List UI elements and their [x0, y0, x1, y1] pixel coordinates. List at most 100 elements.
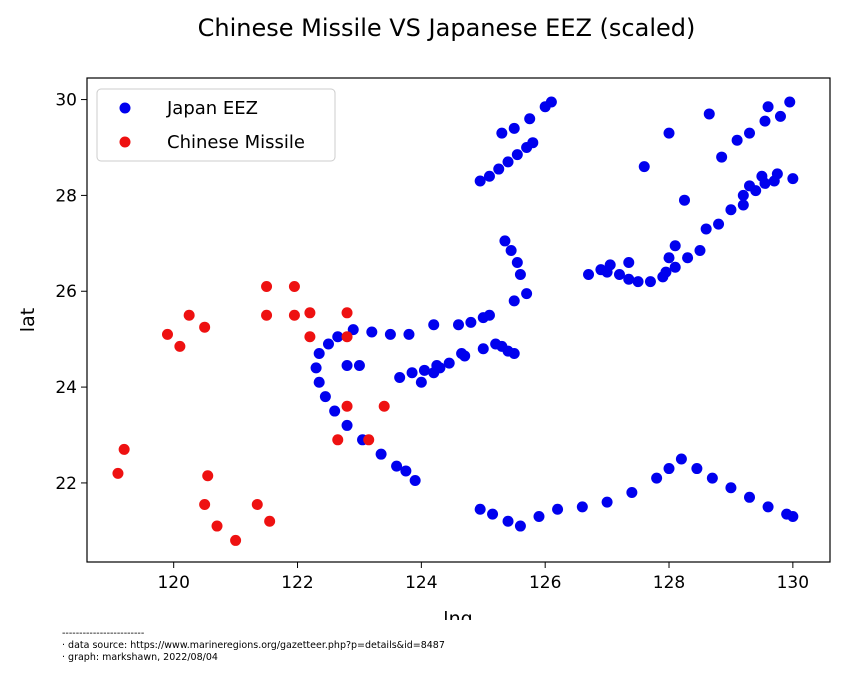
japan-eez-point: [483, 170, 495, 182]
japan-eez-point: [347, 324, 359, 336]
japan-eez-point: [623, 273, 635, 285]
japan-eez-point: [678, 194, 690, 206]
japan-eez-point: [613, 268, 625, 280]
japan-eez-point: [583, 268, 595, 280]
japan-eez-point: [527, 137, 539, 149]
chinese-missile-point: [341, 307, 353, 319]
japan-eez-point: [415, 376, 427, 388]
japan-eez-point: [313, 376, 325, 388]
japan-eez-point: [514, 268, 526, 280]
japan-eez-point: [700, 223, 712, 235]
chinese-missile-point: [251, 498, 263, 510]
chinese-missile-point: [174, 340, 186, 352]
x-tick-label: 120: [157, 573, 189, 593]
japan-eez-point: [787, 173, 799, 185]
japan-eez-point: [459, 350, 471, 362]
footer: ------------------------ · data source: …: [62, 628, 445, 664]
chinese-missile-point: [304, 331, 316, 343]
legend-marker-japan-eez: [119, 102, 131, 114]
japan-eez-point: [474, 175, 486, 187]
footer-source: · data source: https://www.marineregions…: [62, 640, 445, 651]
y-tick-label: 28: [55, 186, 77, 206]
chinese-missile-point: [199, 498, 211, 510]
japan-eez-point: [651, 472, 663, 484]
japan-eez-point: [496, 127, 508, 139]
japan-eez-point: [784, 96, 796, 108]
chinese-missile-point: [261, 280, 273, 292]
japan-eez-point: [524, 113, 536, 125]
japan-eez-point: [669, 240, 681, 252]
japan-eez-point: [545, 96, 557, 108]
japan-eez-point: [663, 463, 675, 475]
chinese-missile-point: [288, 280, 300, 292]
japan-eez-point: [487, 508, 499, 520]
japan-eez-point: [505, 245, 517, 257]
axes-frame: [86, 77, 831, 563]
japan-eez-point: [493, 163, 505, 175]
data-points: [112, 96, 799, 546]
japan-eez-point: [626, 487, 638, 499]
japan-eez-point: [663, 252, 675, 264]
x-axis-label: lng: [443, 608, 472, 620]
chinese-missile-point: [332, 434, 344, 446]
japan-eez-point: [341, 360, 353, 372]
japan-eez-point: [332, 331, 344, 343]
japan-eez-point: [508, 348, 520, 360]
y-axis-label: lat: [17, 308, 39, 332]
japan-eez-point: [737, 199, 749, 211]
japan-eez-point: [375, 448, 387, 460]
japan-eez-point: [313, 348, 325, 360]
chinese-missile-point: [261, 309, 273, 321]
japan-eez-point: [511, 149, 523, 161]
japan-eez-point: [774, 110, 786, 122]
japan-eez-point: [409, 475, 421, 487]
japan-eez-point: [391, 460, 403, 472]
chinese-missile-point: [264, 515, 276, 527]
japan-eez-point: [418, 364, 430, 376]
japan-eez-point: [706, 472, 718, 484]
y-tick-label: 30: [55, 91, 77, 111]
japan-eez-point: [353, 360, 365, 372]
japan-eez-point: [762, 501, 774, 513]
chinese-missile-point: [230, 534, 242, 546]
japan-eez-point: [691, 463, 703, 475]
japan-eez-point: [384, 328, 396, 340]
japan-eez-point: [310, 362, 322, 374]
japan-eez-point: [669, 261, 681, 273]
chinese-missile-point: [363, 434, 375, 446]
japan-eez-point: [477, 343, 489, 355]
japan-eez-point: [737, 189, 749, 201]
japan-eez-point: [675, 453, 687, 465]
scatter-plot: 22 24 26 28 30 120 122 124 126 128 130 lng lat Ja…: [17, 77, 831, 620]
legend-marker-chinese-missile: [119, 136, 131, 148]
japan-eez-point: [406, 367, 418, 379]
legend-box: [96, 88, 336, 162]
japan-eez-point: [663, 127, 675, 139]
footer-rule: ------------------------: [62, 628, 145, 639]
japan-eez-point: [499, 235, 511, 247]
x-tick-label: 124: [405, 573, 437, 593]
japan-eez-point: [731, 134, 743, 146]
japan-eez-point: [601, 496, 613, 508]
y-tick-label: 22: [55, 474, 77, 494]
x-tick-label: 126: [529, 573, 561, 593]
japan-eez-point: [716, 151, 728, 163]
japan-eez-point: [483, 309, 495, 321]
japan-eez-point: [644, 276, 656, 288]
chinese-missile-point: [161, 328, 173, 340]
japan-eez-point: [465, 316, 477, 328]
japan-eez-point: [759, 115, 771, 127]
japan-eez-point: [502, 515, 514, 527]
japan-eez-point: [768, 175, 780, 187]
japan-eez-point: [725, 204, 737, 216]
y-axis: 22 24 26 28 30: [55, 91, 87, 494]
japan-eez-point: [341, 419, 353, 431]
chinese-missile-point: [378, 400, 390, 412]
japan-eez-point: [428, 319, 440, 331]
legend-label-chinese-missile: Chinese Missile: [167, 132, 305, 153]
japan-eez-point: [713, 218, 725, 230]
japan-eez-point: [496, 340, 508, 352]
japan-eez-point: [638, 161, 650, 173]
japan-eez-point: [521, 288, 533, 300]
japan-eez-point: [508, 295, 520, 307]
